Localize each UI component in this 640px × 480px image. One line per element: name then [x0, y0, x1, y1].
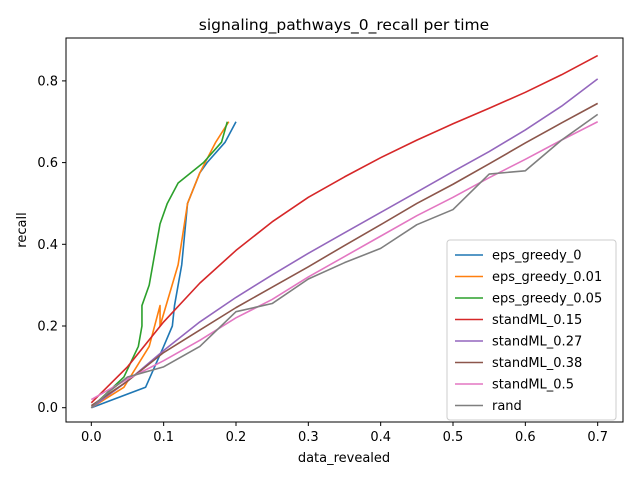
y-axis-label: recall	[15, 212, 30, 247]
legend-label: eps_greedy_0	[492, 249, 582, 264]
plot-area	[65, 37, 624, 423]
x-tick-label: 0.1	[153, 430, 174, 445]
legend-label: eps_greedy_0.01	[492, 270, 602, 285]
series-line-standml-0-15	[90, 54, 599, 404]
series-line-standml-0-5	[90, 121, 599, 401]
y-tick-label: 0.8	[37, 74, 58, 89]
series-line-eps-greedy-0-01	[90, 121, 230, 409]
y-tick-label: 0.0	[37, 401, 58, 416]
series-layer	[90, 54, 599, 409]
legend-label: standML_0.27	[492, 335, 582, 350]
x-tick-label: 0.5	[443, 430, 464, 445]
series-line-standml-0-27	[90, 78, 599, 409]
x-axis-label: data_revealed	[298, 451, 390, 466]
plot-frame	[65, 37, 624, 423]
x-tick-label: 0.6	[515, 430, 536, 445]
y-tick-label: 0.6	[37, 156, 58, 171]
y-tick-label: 0.2	[37, 320, 58, 335]
y-axis-ticks: 0.0 0.2 0.4 0.6 0.8	[37, 74, 66, 416]
series-line-rand	[90, 113, 599, 409]
y-tick-label: 0.4	[37, 238, 58, 253]
x-tick-label: 0.2	[226, 430, 247, 445]
chart-title: signaling_pathways_0_recall per time	[199, 16, 489, 35]
series-line-standml-0-38	[90, 102, 599, 407]
legend-label: eps_greedy_0.05	[492, 292, 602, 307]
x-tick-label: 0.4	[370, 430, 391, 445]
series-line-eps-greedy-0	[91, 121, 237, 409]
x-tick-label: 0.3	[298, 430, 319, 445]
legend-label: rand	[492, 399, 522, 414]
series-line-eps-greedy-0-05	[90, 121, 229, 409]
x-tick-label: 0.7	[587, 430, 608, 445]
legend-label: standML_0.15	[492, 313, 582, 328]
x-tick-label: 0.0	[81, 430, 102, 445]
legend-label: standML_0.5	[492, 378, 574, 393]
legend-label: standML_0.38	[492, 356, 582, 371]
legend: eps_greedy_0 eps_greedy_0.01 eps_greedy_0.…	[446, 239, 617, 421]
x-axis-ticks: 0.0 0.1 0.2 0.3 0.4 0.5 0.6 0.7	[81, 422, 608, 445]
legend-box	[446, 239, 617, 421]
